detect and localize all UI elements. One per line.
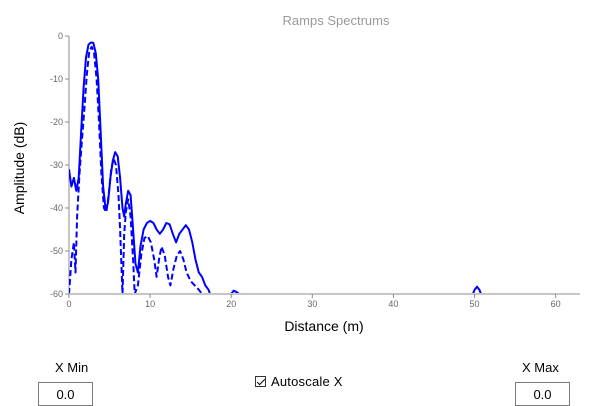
x-tick-label: 60 (551, 299, 561, 309)
series-line-4 (472, 285, 482, 293)
chart-title: Ramps Spectrums (283, 13, 390, 28)
autoscale-x-label: Autoscale X (271, 374, 343, 389)
autoscale-x-checkbox[interactable] (255, 376, 266, 387)
series-line-2 (69, 45, 203, 293)
y-tick-label: -50 (50, 246, 63, 256)
series-line-3 (230, 289, 240, 293)
series-line-1 (69, 41, 211, 293)
x-tick-label: 0 (66, 299, 71, 309)
y-tick-label: 0 (58, 31, 63, 41)
x-tick-label: 10 (145, 299, 155, 309)
autoscale-x-toggle[interactable]: Autoscale X (255, 374, 343, 389)
x-min-input[interactable] (38, 382, 93, 406)
x-tick-label: 30 (307, 299, 317, 309)
x-tick-label: 50 (470, 299, 480, 309)
y-tick-label: -30 (50, 160, 63, 170)
x-axis-label: Distance (m) (284, 318, 363, 334)
x-max-label: X Max (522, 360, 559, 375)
x-tick-label: 40 (388, 299, 398, 309)
x-tick-label: 20 (226, 299, 236, 309)
spectrum-plot: Ramps Spectrums 0 -10 -20 -30 -40 -50 -60 0 10 20 3… (11, 13, 580, 334)
y-tick-label: -60 (50, 289, 63, 299)
y-tick-label: -40 (50, 203, 63, 213)
x-min-label: X Min (55, 360, 89, 375)
y-axis-label: Amplitude (dB) (11, 122, 27, 215)
y-tick-label: -10 (50, 74, 63, 84)
y-tick-label: -20 (50, 117, 63, 127)
x-max-input[interactable] (515, 382, 570, 406)
